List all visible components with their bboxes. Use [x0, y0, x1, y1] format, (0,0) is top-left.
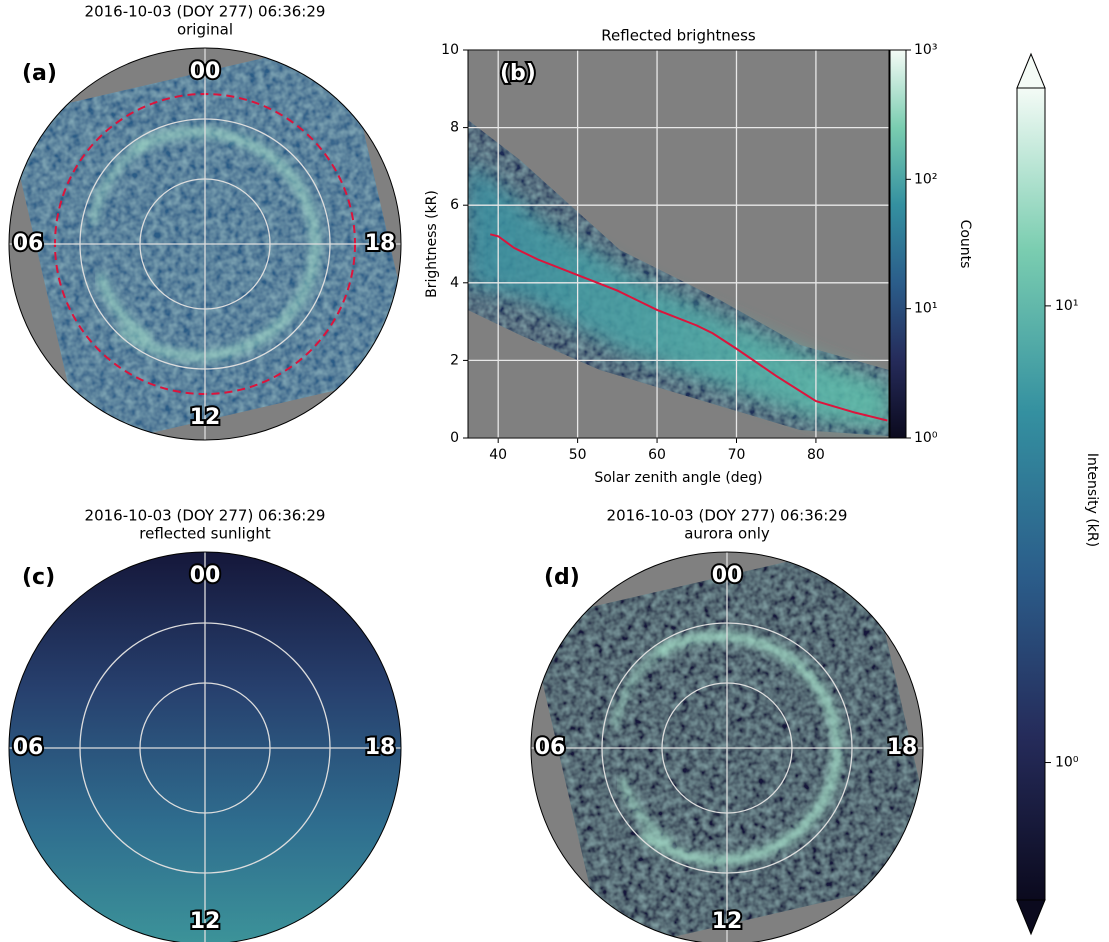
panel-label: (b) [500, 61, 536, 86]
y-tick-label: 2 [450, 352, 459, 368]
extend-max [1017, 54, 1045, 88]
colorbar-tick-label: 10² [914, 171, 937, 187]
colorbar-label: Intensity (kR) [1084, 453, 1100, 547]
figure: 2016-10-03 (DOY 277) 06:36:29original000… [0, 0, 1109, 942]
hour-label: 12 [190, 909, 221, 934]
x-tick-label: 70 [728, 447, 746, 463]
colorbar-tick-label: 10⁰ [1055, 755, 1079, 771]
x-tick-label: 50 [569, 447, 587, 463]
hour-label: 06 [535, 735, 566, 760]
x-tick-label: 40 [489, 447, 507, 463]
hour-label: 12 [712, 909, 743, 934]
colorbar-tick-label: 10¹ [1055, 298, 1078, 314]
y-tick-label: 4 [450, 275, 459, 291]
hour-label: 12 [190, 405, 221, 430]
hour-label: 18 [887, 735, 918, 760]
hour-label: 06 [13, 735, 44, 760]
colorbar-tick-label: 10⁰ [914, 430, 938, 446]
panel-title: Reflected brightness [601, 27, 756, 45]
polar-image [528, 544, 941, 942]
y-tick-label: 10 [441, 42, 459, 58]
panel-label: (a) [22, 61, 57, 86]
y-tick-label: 0 [450, 430, 459, 446]
colorbar-label: Counts [957, 220, 973, 269]
panel-subtitle: original [177, 21, 233, 39]
image-footprint [528, 544, 941, 942]
x-axis-label: Solar zenith angle (deg) [594, 470, 762, 486]
hour-label: 00 [712, 563, 743, 588]
y-tick-label: 6 [450, 197, 459, 213]
hour-label: 18 [365, 231, 396, 256]
x-tick-label: 80 [807, 447, 825, 463]
panel-title: 2016-10-03 (DOY 277) 06:36:29 [607, 507, 848, 525]
y-axis-label: Brightness (kR) [424, 190, 440, 298]
hour-label: 00 [190, 59, 221, 84]
hour-label: 18 [365, 735, 396, 760]
y-tick-label: 8 [450, 120, 459, 136]
colorbar [1017, 88, 1045, 900]
hour-label: 06 [13, 231, 44, 256]
hour-label: 00 [190, 563, 221, 588]
panel-subtitle: reflected sunlight [139, 525, 271, 543]
panel-title: 2016-10-03 (DOY 277) 06:36:29 [85, 3, 326, 21]
x-tick-label: 60 [648, 447, 666, 463]
panel-title: 2016-10-03 (DOY 277) 06:36:29 [85, 507, 326, 525]
colorbar-tick-label: 10¹ [914, 301, 937, 317]
panel-label: (d) [544, 565, 580, 590]
panel-subtitle: aurora only [684, 525, 770, 543]
colorbar-tick-label: 10³ [914, 42, 937, 58]
panel-label: (c) [22, 565, 55, 590]
extend-min [1017, 900, 1045, 934]
colorbar [890, 50, 906, 438]
